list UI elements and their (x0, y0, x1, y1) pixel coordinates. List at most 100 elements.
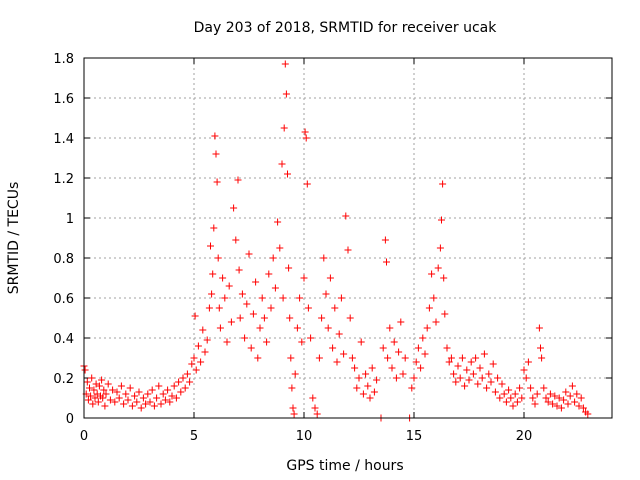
data-point (461, 382, 469, 390)
data-point (359, 390, 367, 398)
data-point (219, 274, 227, 282)
data-point (579, 404, 587, 412)
data-point (267, 304, 275, 312)
data-point (150, 402, 158, 410)
data-point (309, 394, 317, 402)
data-point (131, 392, 139, 400)
data-point (483, 384, 491, 392)
data-point (555, 394, 563, 402)
data-point (397, 318, 405, 326)
data-point (318, 314, 326, 322)
data-point (458, 354, 466, 362)
data-point (86, 384, 93, 392)
data-point (329, 344, 337, 352)
data-point (166, 398, 174, 406)
data-point (115, 394, 123, 402)
x-tick-label: 5 (190, 429, 198, 444)
data-point (194, 342, 202, 350)
data-point (304, 304, 312, 312)
data-point (245, 250, 253, 258)
data-point (133, 398, 141, 406)
data-point (199, 326, 207, 334)
data-point (263, 338, 271, 346)
data-point (207, 242, 214, 250)
data-point (179, 374, 187, 382)
data-point (379, 344, 387, 352)
data-point (524, 358, 532, 366)
data-point (535, 324, 543, 332)
data-point (399, 370, 407, 378)
data-point (120, 400, 128, 408)
data-point (320, 254, 328, 262)
data-point (364, 382, 372, 390)
data-point (575, 402, 583, 410)
data-point (313, 410, 321, 418)
data-point (142, 400, 150, 408)
data-point (258, 294, 266, 302)
data-point (423, 324, 431, 332)
data-point (344, 246, 352, 254)
data-point (467, 358, 475, 366)
data-point (472, 354, 480, 362)
data-point (355, 374, 363, 382)
data-point (84, 396, 92, 404)
data-point (296, 294, 304, 302)
data-point (106, 396, 114, 404)
data-point (553, 402, 561, 410)
data-point (434, 264, 442, 272)
data-point (124, 396, 132, 404)
data-point (414, 344, 422, 352)
data-point (208, 290, 216, 298)
data-point (281, 60, 289, 68)
data-point (383, 258, 390, 266)
data-point (421, 350, 429, 358)
data-point (278, 160, 286, 168)
data-point (584, 410, 592, 418)
data-point (500, 390, 508, 398)
data-point (214, 254, 222, 262)
data-point (190, 354, 198, 362)
data-point (513, 398, 521, 406)
data-point (480, 350, 488, 358)
data-point (223, 338, 231, 346)
data-point (430, 294, 438, 302)
grid-lines (84, 58, 612, 418)
y-tick-label: 0.2 (53, 372, 74, 387)
data-point (410, 374, 418, 382)
data-point (87, 392, 95, 400)
data-point (91, 394, 99, 402)
data-point (288, 384, 296, 392)
data-point (401, 354, 409, 362)
y-tick-label: 1.6 (53, 92, 74, 107)
data-point (549, 400, 557, 408)
data-point (211, 132, 219, 140)
data-point (302, 134, 310, 142)
data-point (170, 382, 178, 390)
data-point (456, 374, 464, 382)
data-point (252, 278, 260, 286)
data-point (279, 294, 287, 302)
data-point (438, 216, 445, 224)
data-point (533, 390, 541, 398)
data-point (303, 180, 311, 188)
data-point (203, 336, 211, 344)
data-point (301, 128, 309, 136)
data-point (366, 394, 374, 402)
data-point (351, 364, 359, 372)
data-point (357, 338, 365, 346)
data-point (439, 180, 447, 188)
data-point (104, 380, 112, 388)
data-point (175, 378, 183, 386)
data-point (390, 338, 398, 346)
data-point (322, 290, 330, 298)
data-point (388, 364, 396, 372)
data-point (577, 394, 585, 402)
data-point (502, 398, 510, 406)
x-tick-label: 15 (406, 429, 423, 444)
data-point (101, 402, 109, 410)
y-tick-labels: 0 0.2 0.4 0.6 0.8 1 1.2 1.4 1.6 1.8 (53, 52, 74, 427)
data-point (491, 388, 499, 396)
data-point (282, 90, 290, 98)
data-point (148, 386, 156, 394)
data-point (139, 394, 147, 402)
